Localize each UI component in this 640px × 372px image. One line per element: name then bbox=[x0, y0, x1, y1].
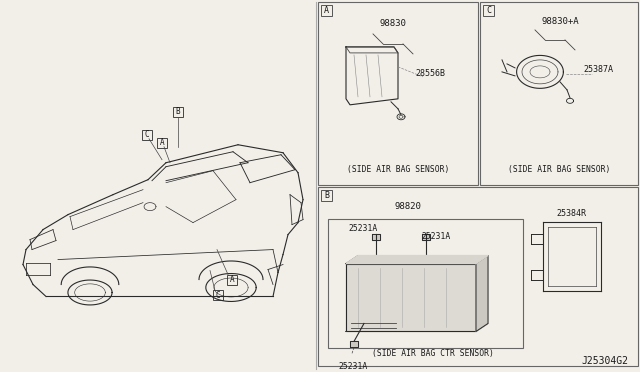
Polygon shape bbox=[346, 263, 476, 331]
Text: C: C bbox=[145, 130, 149, 139]
Text: A: A bbox=[160, 138, 164, 147]
Text: (SIDE AIR BAG SENSOR): (SIDE AIR BAG SENSOR) bbox=[508, 165, 610, 174]
Text: A: A bbox=[324, 6, 329, 15]
Text: 25387A: 25387A bbox=[583, 65, 613, 74]
Text: B: B bbox=[176, 107, 180, 116]
Polygon shape bbox=[346, 323, 488, 331]
Text: (SIDE AIR BAG CTR SENSOR): (SIDE AIR BAG CTR SENSOR) bbox=[372, 349, 494, 358]
Text: 25231A: 25231A bbox=[348, 224, 378, 233]
Text: 25231A: 25231A bbox=[421, 232, 451, 241]
Text: A: A bbox=[230, 275, 234, 284]
Text: 98830: 98830 bbox=[380, 19, 406, 29]
Bar bbox=[483, 5, 494, 16]
Bar bbox=[213, 291, 223, 301]
Text: 25231A: 25231A bbox=[339, 362, 367, 371]
Text: B: B bbox=[324, 191, 329, 200]
Text: 28556B: 28556B bbox=[415, 69, 445, 78]
Polygon shape bbox=[372, 234, 380, 240]
Polygon shape bbox=[346, 256, 488, 263]
Bar bbox=[227, 275, 237, 285]
Bar bbox=[321, 5, 332, 16]
Text: C: C bbox=[216, 291, 220, 300]
Bar bbox=[318, 2, 478, 185]
Bar bbox=[173, 107, 183, 117]
Polygon shape bbox=[422, 234, 430, 240]
Text: J25304G2: J25304G2 bbox=[581, 356, 628, 366]
Polygon shape bbox=[476, 256, 488, 331]
Bar bbox=[318, 187, 638, 366]
Bar bbox=[328, 219, 523, 349]
Bar bbox=[142, 130, 152, 140]
Text: 25384R: 25384R bbox=[556, 209, 586, 218]
Text: 98820: 98820 bbox=[395, 202, 421, 211]
Text: (SIDE AIR BAG SENSOR): (SIDE AIR BAG SENSOR) bbox=[347, 165, 449, 174]
Bar bbox=[157, 138, 167, 148]
Bar bbox=[480, 2, 638, 185]
Polygon shape bbox=[350, 341, 358, 347]
Bar bbox=[321, 190, 332, 201]
Text: C: C bbox=[486, 6, 491, 15]
Text: 98830+A: 98830+A bbox=[541, 17, 579, 26]
